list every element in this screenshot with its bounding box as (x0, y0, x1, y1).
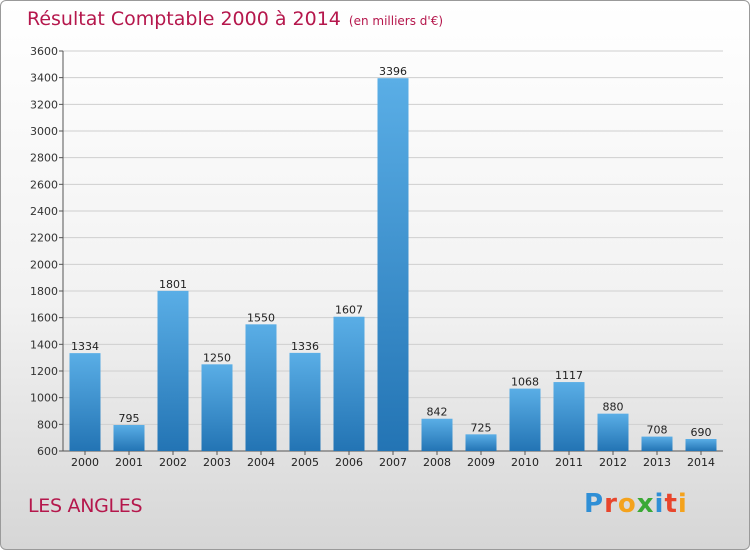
x-axis-tick-labels: 2000 2001 2002 2003 2004 2005 2006 2007 2008 2009… (71, 451, 715, 469)
xtick-label-2011: 2011 (555, 456, 583, 469)
bar-label-2001: 795 (119, 412, 140, 425)
y-axis-tick-labels: 600 800 1000 1200 1400 1600 1800 2000 2200 2400 26… (30, 45, 58, 458)
ytick-label-3200: 3200 (30, 98, 58, 111)
xtick-label-2009: 2009 (467, 456, 495, 469)
bar-label-2002: 1801 (159, 278, 187, 291)
ytick-label-2800: 2800 (30, 152, 58, 165)
bar-2011 (553, 382, 585, 451)
city-name: LES ANGLES (28, 495, 143, 517)
bar-2004 (245, 324, 277, 451)
bar-value-labels: 1334 795 1801 1250 1550 1336 1607 3396 842 725 106… (71, 65, 712, 439)
logo-letter-6: i (677, 489, 688, 519)
ytick-label-3000: 3000 (30, 125, 58, 138)
bar-label-2011: 1117 (555, 369, 583, 382)
bar-2012 (597, 413, 629, 451)
xtick-label-2006: 2006 (335, 456, 363, 469)
logo-letter-1: r (604, 489, 618, 519)
chart-title: Résultat Comptable 2000 à 2014 (en millie… (27, 8, 443, 30)
ytick-label-2600: 2600 (30, 178, 58, 191)
logo-letter-2: o (617, 489, 637, 519)
logo-letter-0: P (584, 489, 605, 519)
ytick-label-1400: 1400 (30, 338, 58, 351)
bar-2002 (157, 290, 189, 451)
xtick-label-2002: 2002 (159, 456, 187, 469)
xtick-label-2010: 2010 (511, 456, 539, 469)
bar-label-2014: 690 (691, 426, 712, 439)
ytick-label-1200: 1200 (30, 365, 58, 378)
ytick-label-2400: 2400 (30, 205, 58, 218)
bar-label-2010: 1068 (511, 376, 539, 389)
bar-label-2004: 1550 (247, 311, 275, 324)
ytick-label-1800: 1800 (30, 285, 58, 298)
chart-title-unit: (en milliers d'€) (348, 14, 444, 28)
xtick-label-2005: 2005 (291, 456, 319, 469)
ytick-label-800: 800 (37, 418, 58, 431)
ytick-label-2200: 2200 (30, 232, 58, 245)
ytick-label-3400: 3400 (30, 72, 58, 85)
bar-2010 (509, 388, 541, 451)
bar-label-2005: 1336 (291, 340, 319, 353)
ytick-label-1600: 1600 (30, 312, 58, 325)
bar-label-2006: 1607 (335, 304, 363, 317)
xtick-label-2004: 2004 (247, 456, 275, 469)
bar-2006 (333, 316, 365, 451)
bar-label-2000: 1334 (71, 340, 99, 353)
ytick-label-3600: 3600 (30, 45, 58, 58)
bar-label-2013: 708 (647, 424, 668, 437)
xtick-label-2001: 2001 (115, 456, 143, 469)
bar-2001 (113, 425, 145, 451)
bar-label-2012: 880 (603, 401, 624, 414)
chart-title-main: Résultat Comptable 2000 à 2014 (27, 8, 341, 30)
bar-2008 (421, 418, 453, 451)
bars (69, 78, 717, 451)
ytick-label-600: 600 (37, 445, 58, 458)
xtick-label-2013: 2013 (643, 456, 671, 469)
ytick-label-2000: 2000 (30, 258, 58, 271)
xtick-label-2000: 2000 (71, 456, 99, 469)
bar-2005 (289, 352, 321, 451)
logo-letter-3: x (636, 489, 655, 519)
xtick-label-2008: 2008 (423, 456, 451, 469)
bar-2013 (641, 436, 673, 451)
ytick-label-1000: 1000 (30, 392, 58, 405)
proxiti-logo[interactable]: Proxiti (584, 489, 688, 519)
xtick-label-2007: 2007 (379, 456, 407, 469)
bar-label-2003: 1250 (203, 351, 231, 364)
logo-letter-5: t (664, 489, 678, 519)
bar-label-2007: 3396 (379, 65, 407, 78)
xtick-label-2012: 2012 (599, 456, 627, 469)
bar-2009 (465, 434, 497, 451)
xtick-label-2003: 2003 (203, 456, 231, 469)
bar-2000 (69, 353, 101, 451)
logo-letter-4: i (654, 489, 665, 519)
bar-2003 (201, 364, 233, 451)
bar-2014 (685, 439, 717, 451)
bar-label-2008: 842 (427, 406, 448, 419)
bar-label-2009: 725 (471, 421, 492, 434)
bar-2007 (377, 78, 409, 451)
xtick-label-2014: 2014 (687, 456, 715, 469)
